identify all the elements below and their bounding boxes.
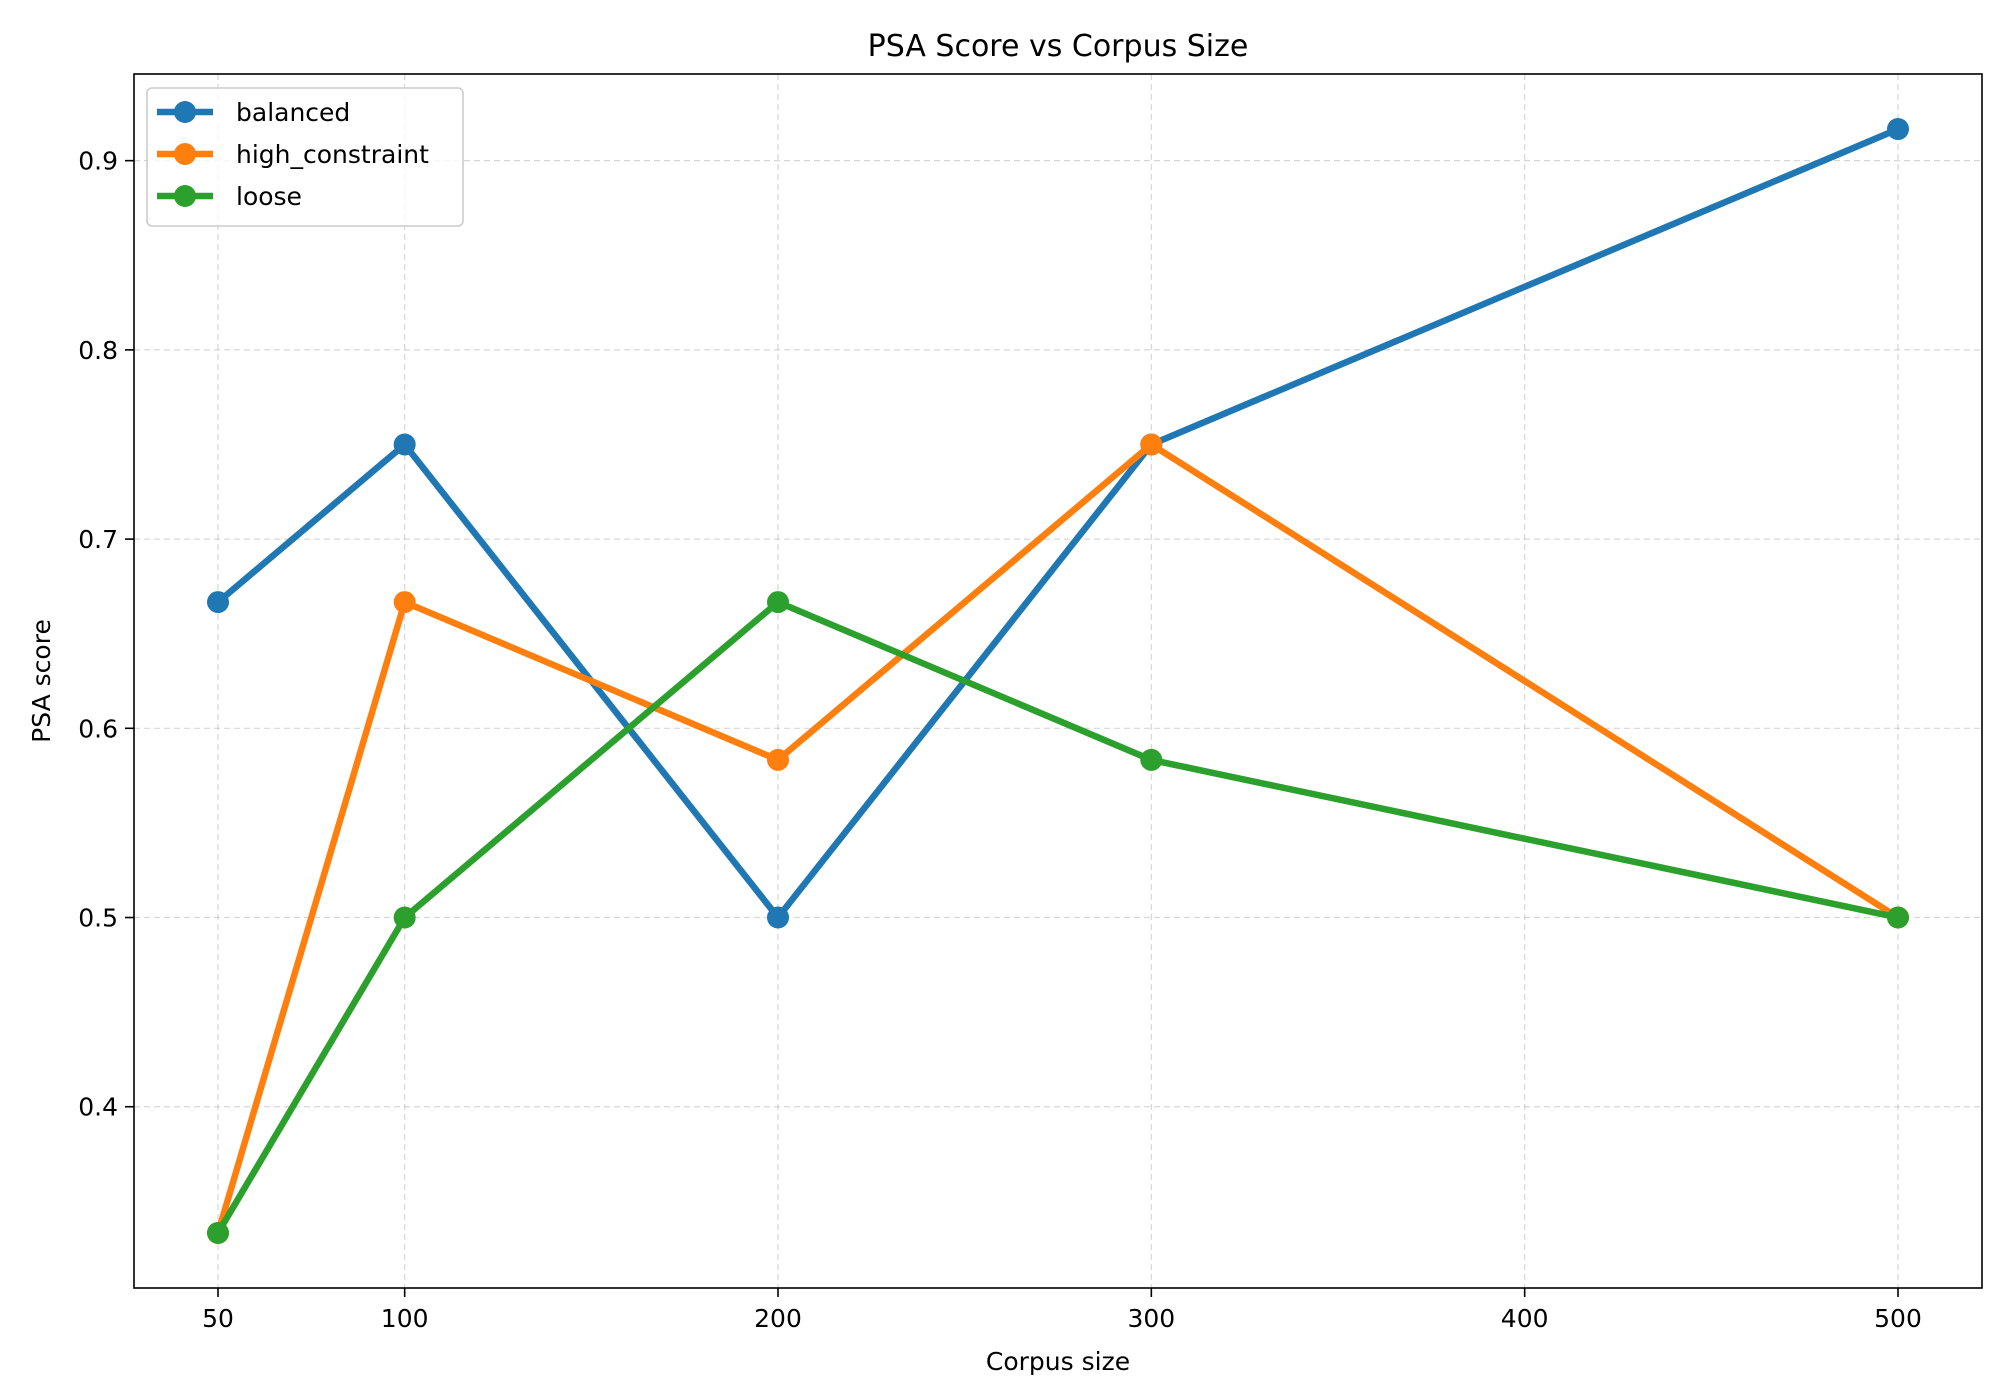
series-high-constraint [207, 433, 1909, 1244]
legend-label: balanced [236, 98, 350, 127]
legend-label: loose [236, 182, 302, 211]
data-point [207, 1221, 229, 1244]
data-point [767, 906, 789, 929]
x-axis-label: Corpus size [986, 1347, 1130, 1376]
legend-item: loose [157, 182, 302, 211]
series-loose [207, 591, 1909, 1244]
legend-item: balanced [157, 98, 350, 127]
axis-ticks: 50 100 200 300 400 500 0.4 0.5 0.6 0.7 0.8 0.9 [78, 147, 1922, 1333]
data-point [1887, 118, 1909, 141]
data-point [1140, 433, 1163, 456]
grid [134, 74, 1982, 1288]
data-point [767, 591, 789, 614]
x-tick-label: 300 [1127, 1304, 1175, 1333]
data-point [1140, 748, 1163, 771]
x-tick-label: 400 [1501, 1304, 1549, 1333]
legend-marker [174, 101, 196, 123]
legend-label: high_constraint [236, 140, 429, 169]
x-tick-label: 100 [381, 1304, 429, 1333]
data-point [393, 591, 416, 614]
x-tick-label: 200 [754, 1304, 802, 1333]
x-tick-label: 500 [1874, 1304, 1922, 1333]
y-tick-label: 0.5 [78, 904, 118, 933]
data-point [207, 591, 229, 614]
series-balanced [207, 118, 1909, 929]
chart-title: PSA Score vs Corpus Size [868, 29, 1249, 64]
legend-box [146, 87, 464, 227]
x-tick-label: 50 [202, 1304, 234, 1333]
y-tick-label: 0.6 [78, 714, 118, 743]
data-point [1887, 906, 1909, 929]
y-tick-label: 0.9 [78, 147, 118, 176]
y-axis-label: PSA score [27, 619, 56, 743]
legend-item: high_constraint [157, 140, 429, 169]
legend-marker [174, 185, 196, 207]
data-point [393, 433, 416, 456]
data-point [767, 748, 789, 771]
series-lines [207, 118, 1909, 1244]
y-tick-label: 0.7 [78, 525, 118, 554]
y-tick-label: 0.4 [78, 1093, 118, 1122]
legend-marker [174, 143, 196, 165]
plot-area-frame [133, 73, 1983, 1289]
y-tick-label: 0.8 [78, 336, 118, 365]
data-point [393, 906, 416, 929]
